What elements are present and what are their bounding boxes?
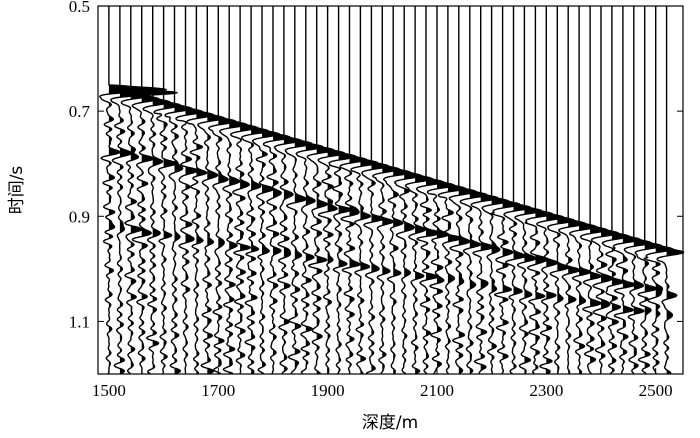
trace-fill [262, 6, 279, 374]
trace-line [153, 6, 182, 374]
x-tick-label: 1500 [92, 381, 126, 400]
trace-fill [633, 6, 651, 374]
trace-fill [327, 6, 345, 374]
trace-fill [251, 6, 269, 374]
trace-line [643, 6, 674, 374]
x-tick-label: 2300 [529, 381, 563, 400]
trace-line [164, 6, 193, 375]
trace-line [524, 6, 554, 375]
trace-line [623, 6, 652, 374]
trace-line [240, 6, 269, 374]
trace-line [611, 6, 641, 374]
trace-line [394, 6, 423, 375]
trace-fill [644, 6, 662, 374]
trace-line [175, 6, 204, 374]
trace-group [99, 6, 685, 375]
trace-line [219, 6, 247, 375]
trace-fill [557, 6, 575, 374]
trace-line [208, 6, 237, 375]
trace-line [547, 6, 576, 374]
trace-fill [152, 6, 170, 374]
trace-line [372, 6, 401, 374]
x-tick-label: 1700 [201, 381, 235, 400]
trace-line [350, 6, 379, 374]
trace-fill [524, 6, 542, 374]
trace-fill [502, 6, 520, 374]
trace-line [142, 6, 171, 375]
trace-line [229, 6, 258, 374]
trace-fill [207, 6, 225, 374]
trace-line [186, 6, 215, 374]
trace-fill [196, 6, 214, 374]
trace-fill [568, 6, 586, 374]
trace-fill [611, 6, 630, 374]
trace-line [99, 6, 167, 374]
trace-line [317, 6, 346, 374]
y-axis: 0.5 0.7 0.9 1.1 [69, 0, 683, 331]
x-tick-label: 2100 [420, 381, 454, 400]
trace-line [601, 6, 630, 375]
trace-line [383, 6, 412, 374]
plot-frame [97, 5, 684, 375]
trace-line [284, 6, 313, 374]
trace-line [590, 6, 619, 374]
trace-fill [141, 6, 159, 374]
trace-fill [447, 6, 465, 374]
trace-fill [185, 6, 203, 374]
trace-line [415, 6, 444, 375]
trace-line [262, 6, 291, 374]
trace-fill [535, 6, 553, 374]
y-tick-label: 1.1 [69, 312, 90, 331]
trace-line [503, 6, 532, 375]
x-axis-title: 深度/m [362, 413, 418, 433]
trace-line [131, 6, 160, 374]
trace-line [459, 6, 488, 375]
x-tick-label: 1900 [311, 381, 345, 400]
trace-fill [305, 6, 323, 374]
trace-line [339, 6, 368, 374]
y-axis-title: 时间/s [7, 166, 27, 215]
trace-line [426, 6, 455, 374]
trace-line [569, 6, 598, 375]
trace-line [634, 6, 663, 375]
trace-fill [316, 6, 334, 374]
trace-line [110, 6, 178, 375]
trace-line [197, 6, 226, 375]
trace-line [120, 6, 149, 375]
x-tick-label: 2500 [639, 381, 673, 400]
trace-fill [163, 6, 181, 374]
trace-fill [174, 6, 192, 374]
trace-line [306, 6, 335, 374]
trace-line [579, 6, 608, 374]
trace-line [481, 6, 510, 374]
trace-fill [130, 6, 148, 374]
trace-line [328, 6, 357, 374]
y-tick-label: 0.5 [69, 0, 90, 16]
trace-line [470, 6, 499, 374]
trace-line [361, 6, 390, 375]
trace-line [490, 6, 521, 374]
trace-line [273, 6, 302, 374]
trace-fill [513, 6, 531, 374]
trace-fill [349, 6, 367, 374]
trace-fill [273, 6, 290, 374]
trace-fill [480, 6, 498, 374]
y-tick-label: 0.9 [69, 207, 90, 226]
trace-line [404, 6, 433, 375]
y-tick-label: 0.7 [69, 102, 91, 121]
trace-line [536, 6, 565, 375]
trace-line [295, 6, 324, 375]
trace-line [514, 6, 543, 374]
trace-line [656, 6, 685, 374]
trace-fill [294, 6, 312, 374]
x-axis: 1500 1700 1900 2100 2300 2500 [92, 6, 673, 400]
trace-line [558, 6, 587, 374]
